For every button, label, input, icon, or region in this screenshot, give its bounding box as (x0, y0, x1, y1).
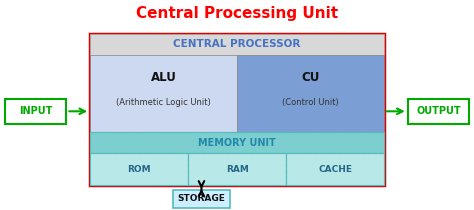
Bar (188, 153, 286, 185)
Bar (90, 34, 384, 185)
Text: STORAGE: STORAGE (177, 194, 226, 203)
Text: INPUT: INPUT (19, 106, 52, 116)
Text: CACHE: CACHE (318, 165, 352, 173)
Text: ROM: ROM (128, 165, 151, 173)
Text: OUTPUT: OUTPUT (416, 106, 461, 116)
Bar (90, 34, 384, 55)
Bar (5, 99, 66, 124)
Text: (Control Unit): (Control Unit) (282, 98, 339, 107)
Bar (90, 132, 384, 153)
Bar (173, 190, 230, 208)
Text: (Arithmetic Logic Unit): (Arithmetic Logic Unit) (116, 98, 211, 107)
Text: MEMORY UNIT: MEMORY UNIT (198, 138, 276, 148)
Text: RAM: RAM (226, 165, 249, 173)
Bar (90, 55, 237, 132)
Bar (408, 99, 469, 124)
Bar (237, 55, 384, 132)
Text: CENTRAL PROCESSOR: CENTRAL PROCESSOR (173, 39, 301, 49)
Bar (90, 153, 188, 185)
Bar (286, 153, 384, 185)
Text: CU: CU (301, 71, 319, 84)
Text: ALU: ALU (151, 71, 176, 84)
Text: Central Processing Unit: Central Processing Unit (136, 6, 338, 21)
